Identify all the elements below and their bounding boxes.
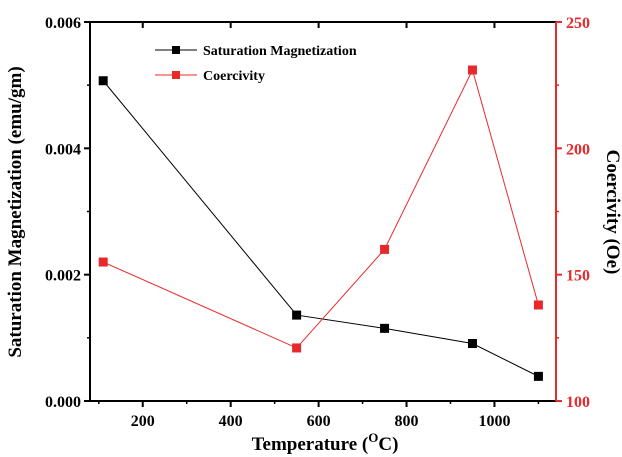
y-left-tick-label: 0.006 [45, 15, 81, 32]
ticks-layer: 200 400 600 800 1000 0.000 0.002 0.004 0.006 100 1… [45, 15, 590, 430]
y-right-tick-label: 150 [566, 268, 590, 285]
data-point-saturation [467, 339, 477, 349]
x-tick-label: 800 [395, 413, 419, 430]
data-point-saturation [98, 76, 108, 86]
y-right-tick-label: 250 [566, 15, 590, 32]
data-point-coercivity [380, 244, 390, 254]
data-point-coercivity [533, 300, 543, 310]
y-right-tick-label: 100 [566, 394, 590, 411]
x-tick-label: 1000 [478, 413, 510, 430]
data-point-saturation [533, 371, 543, 381]
data-point-saturation [380, 323, 390, 333]
x-axis-title-superscript: O [368, 430, 378, 445]
x-tick-label: 200 [131, 413, 155, 430]
y-left-tick-label: 0.002 [45, 268, 81, 285]
series-line-coercivity [102, 68, 539, 349]
series-line-saturation [102, 80, 539, 377]
x-axis-title-tail: C) [378, 434, 398, 455]
data-point-coercivity [292, 343, 302, 353]
y-left-tick-label: 0.000 [45, 394, 81, 411]
legend-box [148, 36, 394, 96]
data-point-saturation [292, 310, 302, 320]
x-tick-label: 600 [307, 413, 331, 430]
legend-marker-coercivity [172, 71, 180, 79]
y-left-tick-label: 0.004 [45, 141, 81, 158]
x-axis-title: Temperature (OC) [252, 430, 399, 455]
legend-label-coercivity: Coercivity [203, 69, 265, 84]
x-axis-title-main: Temperature ( [252, 434, 369, 455]
series-layer [98, 65, 543, 381]
data-point-coercivity [98, 257, 108, 267]
legend-label-saturation: Saturation Magnetization [203, 44, 357, 59]
y-right-tick-label: 200 [566, 141, 590, 158]
y-axis-title-left: Saturation Magnetization (emu/gm) [5, 66, 26, 357]
x-tick-label: 400 [219, 413, 243, 430]
data-point-coercivity [467, 65, 477, 75]
legend-marker-saturation [172, 46, 180, 54]
legend: Saturation Magnetization Coercivity [148, 36, 394, 96]
y-axis-title-right: Coercivity (Oe) [602, 150, 622, 275]
